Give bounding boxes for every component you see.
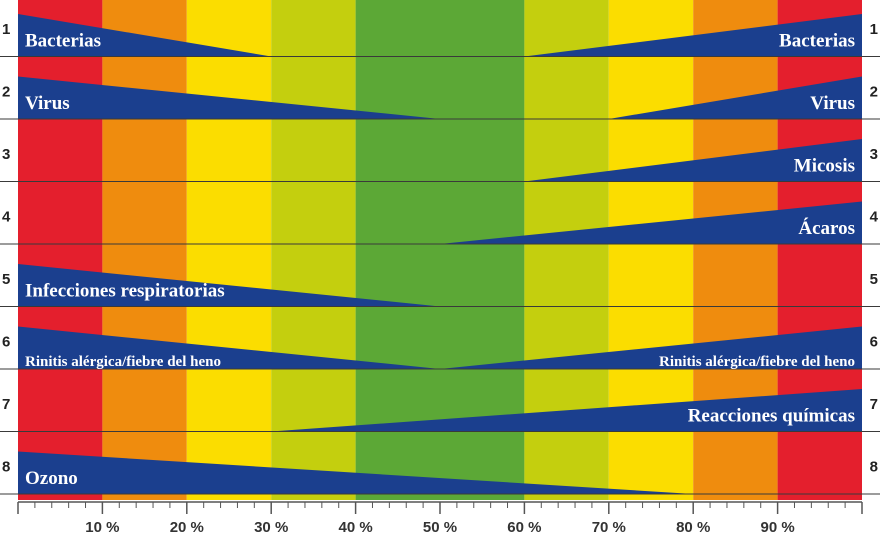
x-axis: 10 % 20 % 30 % 40 % 50 % 60 % 70 % 80 % 90 % xyxy=(0,500,880,540)
zone-band xyxy=(271,0,356,500)
x-tick-label: 70 % xyxy=(592,519,626,536)
x-tick-label: 30 % xyxy=(254,519,288,536)
row-number: 7 xyxy=(2,396,10,413)
row-number: 1 xyxy=(870,21,878,38)
wedge-right xyxy=(271,389,862,432)
effect-label: Bacterias xyxy=(25,31,101,52)
row-number: 2 xyxy=(870,84,878,101)
effect-label: Rinitis alérgica/fiebre del heno xyxy=(25,354,221,370)
x-tick-label: 40 % xyxy=(338,519,372,536)
effect-label: Rinitis alérgica/fiebre del heno xyxy=(659,354,855,370)
zone-band xyxy=(102,0,187,500)
effect-label: Ozono xyxy=(25,468,78,489)
effect-label: Ácaros xyxy=(798,217,855,239)
row-gridlines xyxy=(0,56,880,495)
wedge-right xyxy=(608,76,862,119)
x-tick-label: 20 % xyxy=(170,519,204,536)
row-number: 4 xyxy=(870,209,879,226)
row-number: 7 xyxy=(870,396,878,413)
wedge-right xyxy=(524,139,862,182)
row-number: 1 xyxy=(2,21,10,38)
row-number: 6 xyxy=(870,334,878,351)
x-tick-label: 80 % xyxy=(676,519,710,536)
row-number: 5 xyxy=(870,271,878,288)
wedge-left xyxy=(18,451,694,494)
zone-band xyxy=(18,0,103,500)
effect-label: Reacciones químicas xyxy=(688,406,855,427)
wedge-left xyxy=(18,326,440,369)
wedge-left xyxy=(18,14,272,57)
wedge-left xyxy=(18,264,440,307)
row-number: 4 xyxy=(2,209,11,226)
effect-label: Virus xyxy=(810,93,855,114)
x-tick-label: 90 % xyxy=(760,519,794,536)
row-number: 6 xyxy=(2,334,10,351)
wedge-right xyxy=(524,14,862,57)
effect-label: Infecciones respiratorias xyxy=(25,281,225,302)
x-tick-label: 50 % xyxy=(423,519,457,536)
x-tick-label: 10 % xyxy=(85,519,119,536)
wedge-right xyxy=(440,201,862,244)
row-number: 3 xyxy=(870,146,878,163)
effect-label: Micosis xyxy=(794,156,855,177)
row-number: 5 xyxy=(2,271,10,288)
wedge-left xyxy=(18,76,440,119)
x-tick-label: 60 % xyxy=(507,519,541,536)
row-number: 8 xyxy=(2,459,10,476)
row-numbers: 1 1 2 2 3 3 4 4 5 5 6 6 7 7 8 8 xyxy=(2,21,879,476)
row-number: 8 xyxy=(870,459,878,476)
effect-label: Virus xyxy=(25,93,70,114)
row-number: 2 xyxy=(2,84,10,101)
effect-label: Bacterias xyxy=(779,31,855,52)
wedge-right xyxy=(440,326,862,369)
row-number: 3 xyxy=(2,146,10,163)
effect-labels: Bacterias Bacterias Virus Virus Micosis Ácaro… xyxy=(25,31,855,490)
effect-wedges xyxy=(18,14,862,494)
zone-band xyxy=(186,0,272,500)
